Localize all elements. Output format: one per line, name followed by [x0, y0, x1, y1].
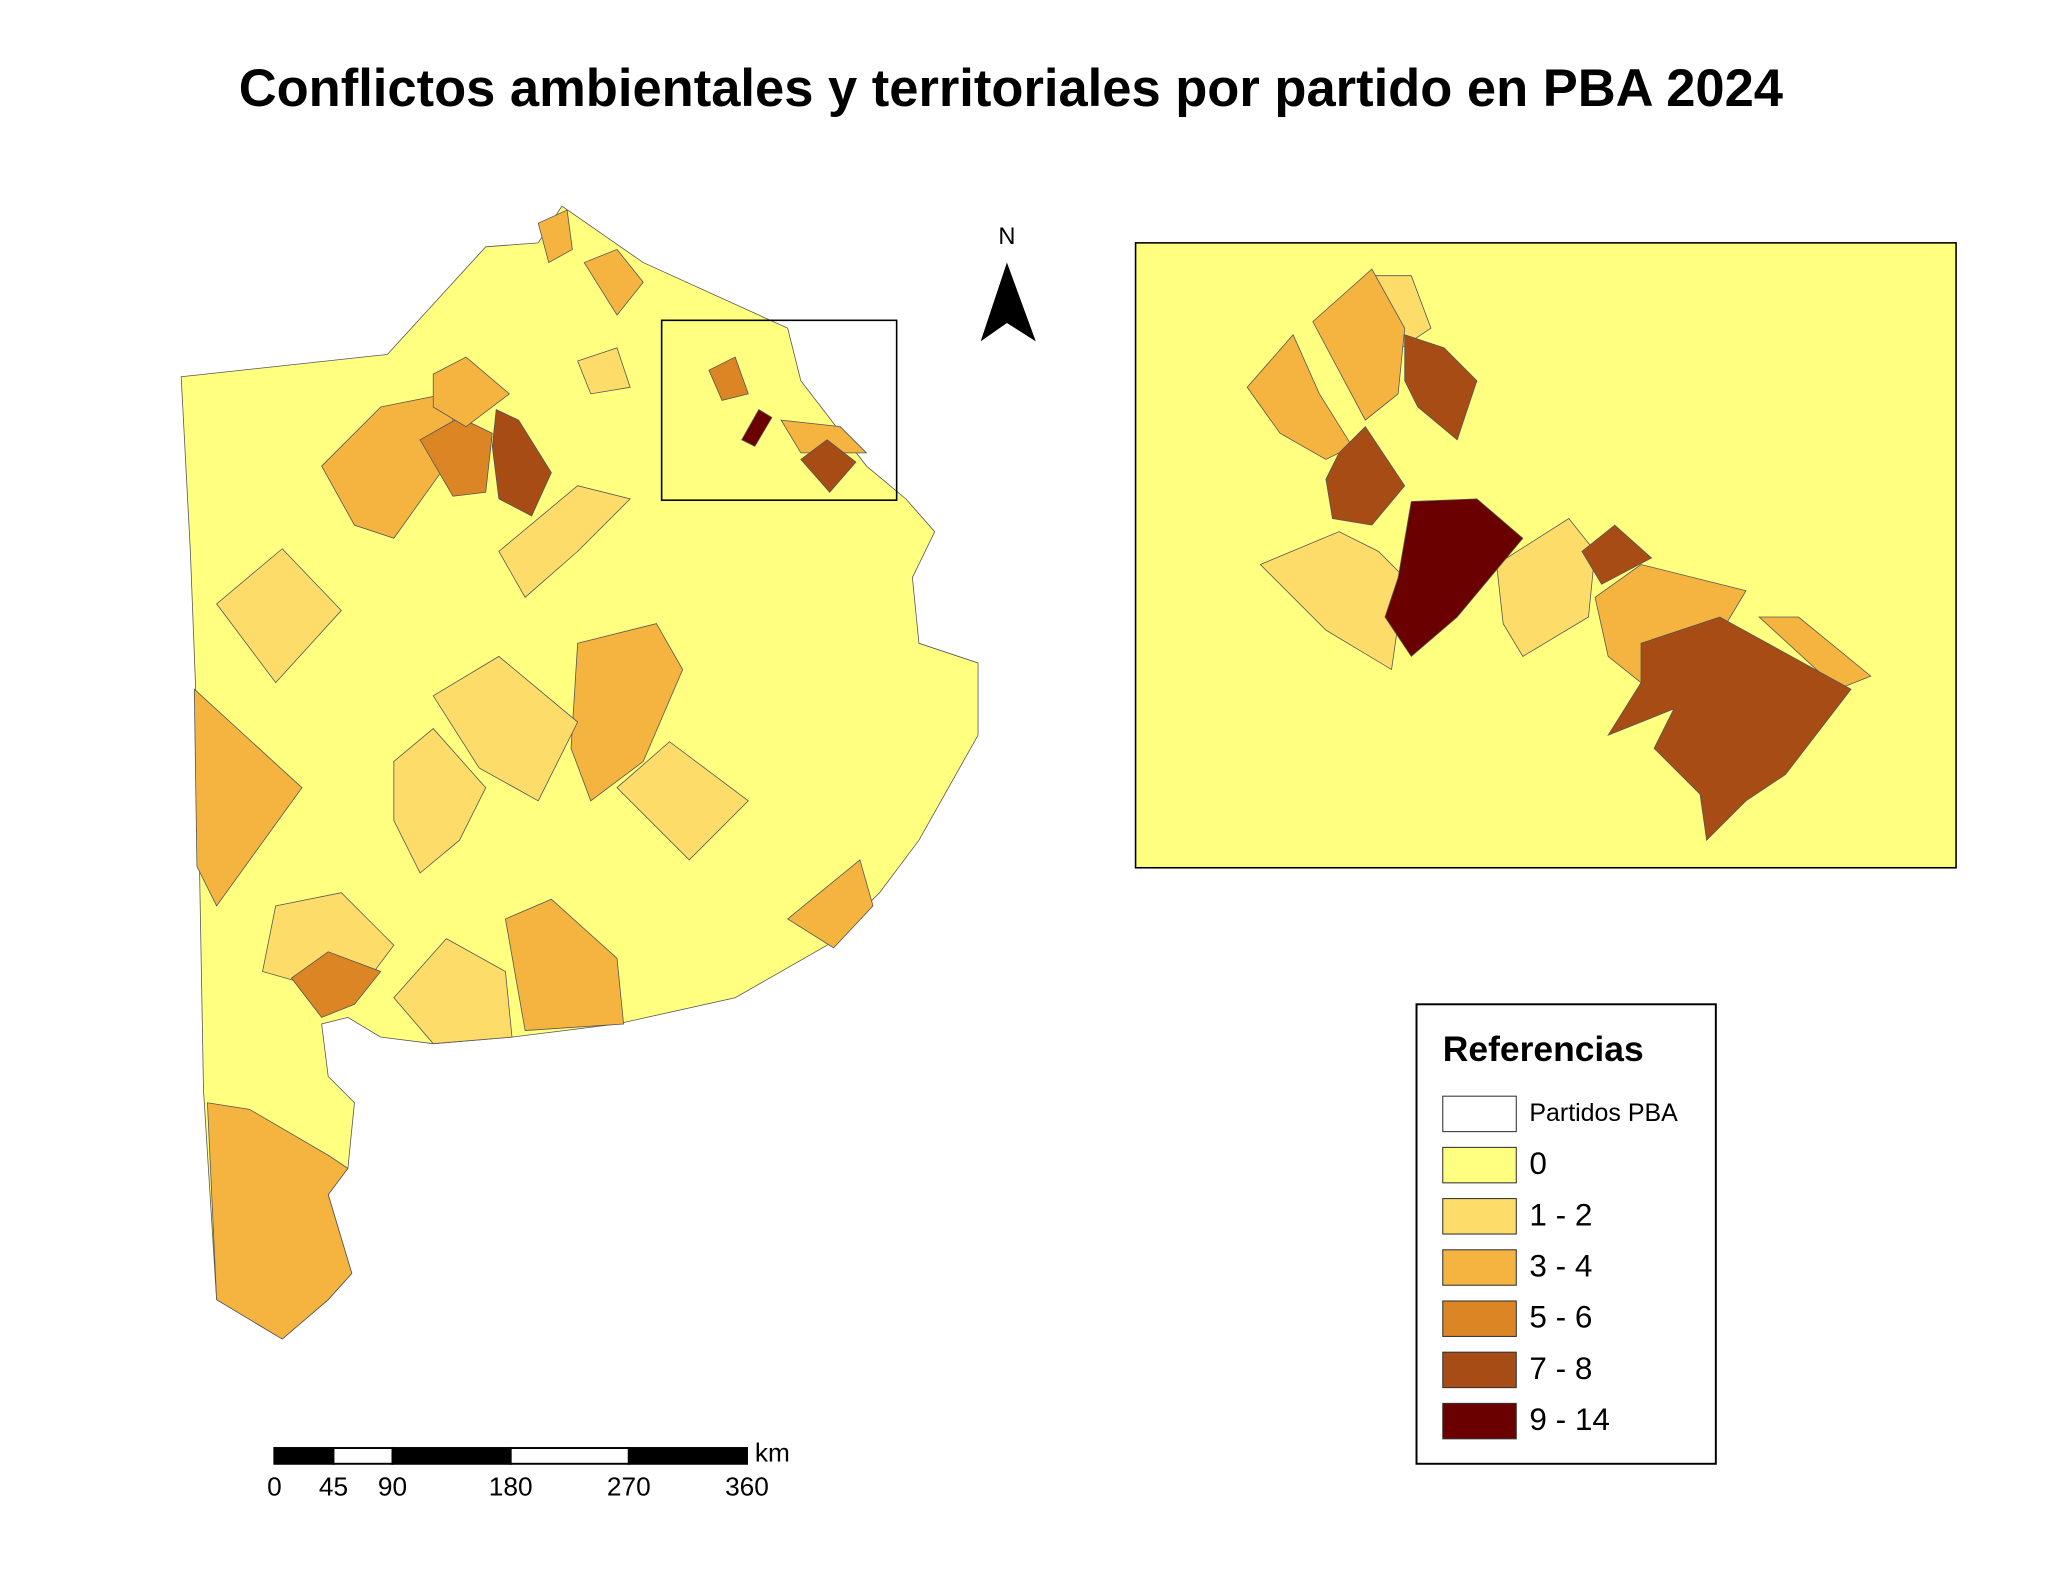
districts	[193, 209, 874, 1340]
legend-swatch	[1442, 1351, 1517, 1389]
inset-frame	[1134, 242, 1957, 869]
scale-segment	[391, 1447, 512, 1465]
legend-label: 0	[1529, 1145, 1547, 1181]
north-arrow: N	[980, 224, 1036, 342]
inset-districts	[1246, 268, 1872, 842]
legend-title: Referencias	[1443, 1029, 1644, 1069]
legend: Referencias Partidos PBA 0 1 - 2 3 - 4 5 - 6…	[1415, 1003, 1717, 1465]
scale-label: 270	[607, 1472, 651, 1502]
map-title: Conflictos ambientales y territoriales p…	[239, 59, 1783, 118]
scale-label: 90	[378, 1472, 407, 1502]
legend-label: 9 - 14	[1529, 1401, 1610, 1437]
legend-swatch	[1442, 1198, 1517, 1235]
scale-segment	[273, 1447, 335, 1465]
legend-swatch	[1442, 1300, 1517, 1337]
scale-segment	[509, 1447, 630, 1465]
province-map	[180, 205, 979, 1340]
inset-extent	[660, 319, 898, 501]
north-label: N	[998, 224, 1015, 250]
scale-bar: 0 45 90 180 270 360 km	[267, 1438, 790, 1502]
legend-swatch	[1442, 1249, 1517, 1286]
scale-label: 180	[489, 1472, 533, 1502]
legend-label: 7 - 8	[1529, 1350, 1592, 1386]
scale-unit: km	[755, 1438, 790, 1468]
scale-label: 45	[319, 1472, 348, 1502]
legend-label: Partidos PBA	[1529, 1099, 1678, 1127]
inset-map	[1134, 242, 1957, 869]
scale-segment	[627, 1447, 748, 1465]
north-arrow-icon	[980, 262, 1036, 342]
scale-label: 360	[725, 1472, 769, 1502]
scale-label: 0	[267, 1472, 282, 1502]
legend-swatch	[1442, 1146, 1517, 1184]
legend-label: 1 - 2	[1529, 1196, 1592, 1232]
legend-label: 3 - 4	[1529, 1247, 1592, 1283]
legend-swatch	[1442, 1095, 1517, 1133]
scale-segment	[332, 1447, 394, 1465]
legend-swatch	[1442, 1402, 1517, 1440]
legend-label: 5 - 6	[1529, 1299, 1592, 1335]
